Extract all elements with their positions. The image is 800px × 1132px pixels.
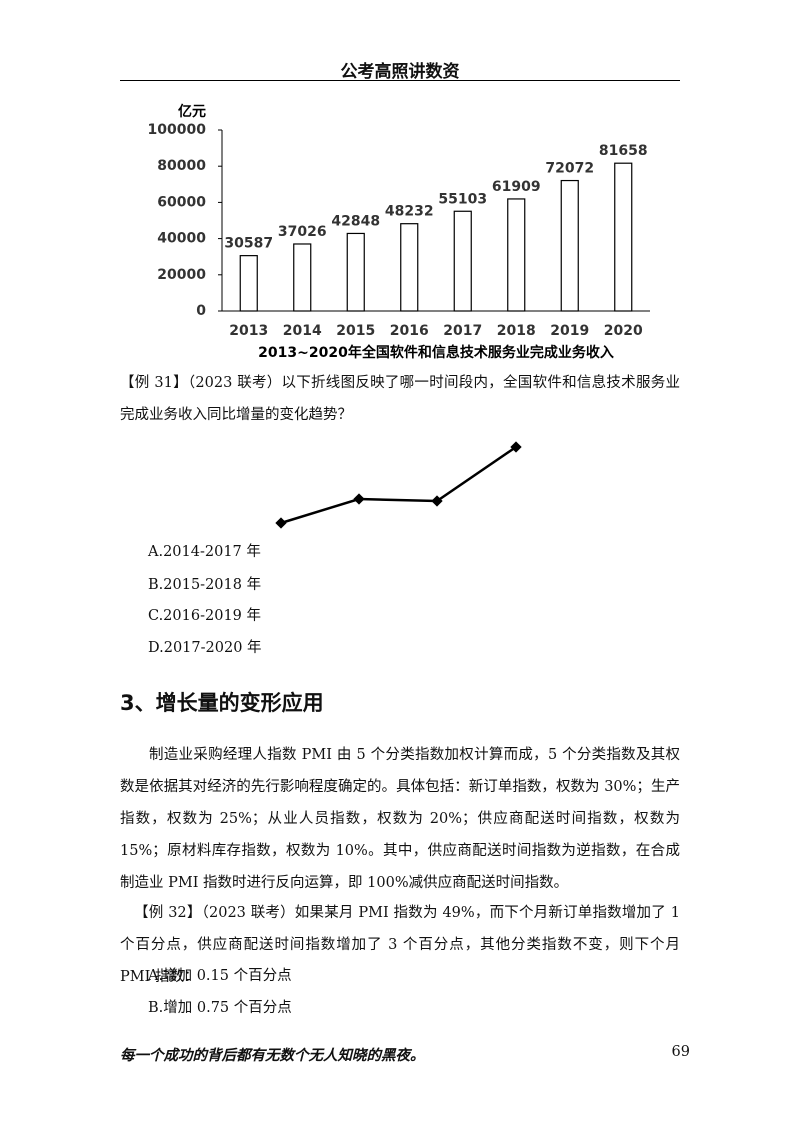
question-31: 【例 31】（2023 联考）以下折线图反映了哪一时间段内，全国软件和信息技术服…	[120, 375, 680, 423]
x-tick-label: 2019	[550, 323, 589, 339]
bar	[560, 179, 579, 312]
y-tick-label: 20000	[157, 267, 206, 283]
bar	[293, 243, 312, 312]
header-title: 公考高照讲数资	[340, 62, 460, 82]
y-tick-label: 80000	[157, 158, 206, 174]
unit-label: 亿元	[178, 103, 206, 120]
bar	[453, 210, 472, 312]
y-tick-label: 60000	[157, 194, 206, 210]
x-tick-label: 2017	[443, 323, 482, 339]
x-tick-label: 2015	[336, 323, 375, 339]
data-label: 37026	[278, 224, 327, 240]
option: B.2015-2018 年	[148, 577, 262, 593]
option: C.2016-2019 年	[148, 608, 261, 624]
data-label: 55103	[438, 191, 487, 207]
y-tick-label: 0	[196, 303, 206, 319]
footer-motto: 每一个成功的背后都有无数个无人知晓的黑夜。	[120, 1047, 425, 1064]
x-tick-label: 2016	[390, 323, 429, 339]
x-tick-label: 2014	[283, 323, 322, 339]
bar	[400, 223, 419, 312]
header-rule	[120, 80, 680, 81]
option: A.增加 0.15 个百分点	[148, 968, 292, 984]
data-label: 48232	[385, 204, 434, 220]
page-number: 69	[671, 1044, 690, 1060]
y-tick-label: 40000	[157, 231, 206, 247]
x-tick-label: 2020	[604, 323, 643, 339]
data-label: 42848	[331, 213, 380, 229]
bar	[614, 162, 633, 312]
data-label: 72072	[545, 161, 594, 177]
trend-line	[280, 445, 517, 525]
line-figure	[275, 441, 522, 529]
option: A.2014-2017 年	[148, 544, 261, 560]
option: D.2017-2020 年	[148, 640, 262, 656]
section-heading: 3、增长量的变形应用	[120, 691, 324, 715]
data-label: 30587	[224, 236, 273, 252]
option: B.增加 0.75 个百分点	[148, 1000, 292, 1016]
x-tick-label: 2018	[497, 323, 536, 339]
paragraph: 制造业采购经理人指数 PMI 由 5 个分类指数加权计算而成，5 个分类指数及其…	[120, 747, 680, 891]
x-tick-label: 2013	[229, 323, 268, 339]
chart-title: 2013~2020年全国软件和信息技术服务业完成业务收入	[258, 344, 614, 361]
bar	[507, 198, 526, 312]
data-label: 81658	[599, 143, 648, 159]
markers	[275, 441, 522, 529]
bar	[239, 255, 258, 312]
chart: 亿元 2013~2020年全国软件和信息技术服务业完成业务收入 0 20000 40…	[148, 103, 650, 361]
bar	[346, 232, 365, 312]
data-label: 61909	[492, 179, 541, 195]
y-tick-label: 100000	[148, 122, 207, 138]
question-32: 【例 32】（2023 联考）如果某月 PMI 指数为 49%，而下个月新订单指…	[120, 905, 680, 985]
